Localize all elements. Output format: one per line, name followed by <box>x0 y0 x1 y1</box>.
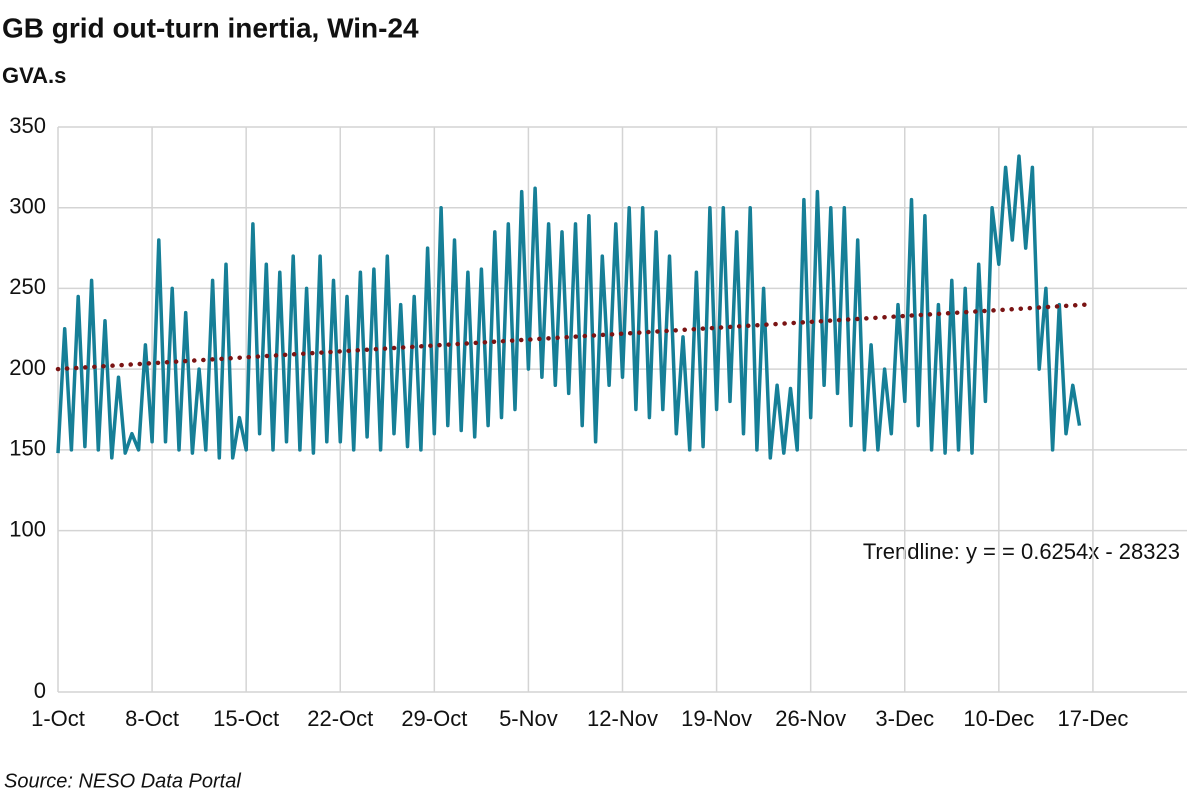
x-tick-label: 8-Oct <box>125 706 179 731</box>
x-tick-label: 12-Nov <box>587 706 658 731</box>
x-tick-label: 1-Oct <box>31 706 85 731</box>
data-line <box>56 154 1082 460</box>
y-tick-label: 300 <box>9 194 46 219</box>
x-tick-label: 29-Oct <box>401 706 467 731</box>
x-tick-label: 19-Nov <box>681 706 752 731</box>
x-tick-label: 15-Oct <box>213 706 279 731</box>
x-tick-label: 17-Dec <box>1057 706 1128 731</box>
y-tick-label: 100 <box>9 516 46 541</box>
x-tick-label: 22-Oct <box>307 706 373 731</box>
y-tick-label: 150 <box>9 436 46 461</box>
x-tick-label: 5-Nov <box>499 706 558 731</box>
x-tick-label: 26-Nov <box>775 706 846 731</box>
y-tick-label: 0 <box>34 678 46 703</box>
chart-subtitle: GVA.s <box>2 63 66 88</box>
trendline <box>55 302 1089 372</box>
y-tick-label: 350 <box>9 113 46 138</box>
chart-title: GB grid out-turn inertia, Win-24 <box>2 12 419 43</box>
x-tick-label: 3-Dec <box>875 706 934 731</box>
source-note: Source: NESO Data Portal <box>4 770 241 792</box>
y-tick-label: 200 <box>9 355 46 380</box>
x-tick-label: 10-Dec <box>963 706 1034 731</box>
trendline-annotation: Trendline: y = = 0.6254x - 28323 <box>863 539 1180 564</box>
y-tick-label: 250 <box>9 274 46 299</box>
